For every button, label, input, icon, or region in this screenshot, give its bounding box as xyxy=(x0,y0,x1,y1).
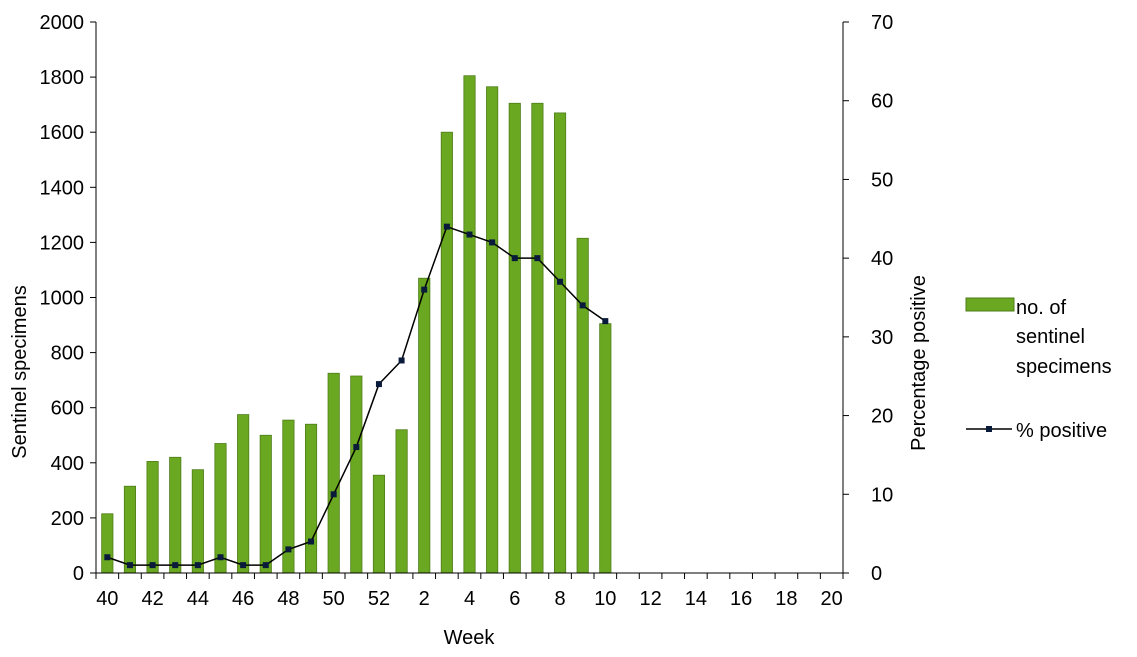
left-y-tick-label: 1000 xyxy=(40,288,85,310)
bar-specimens-week-41 xyxy=(123,485,137,574)
left-y-tick-label: 200 xyxy=(51,508,84,530)
legend-line-label: % positive xyxy=(1016,420,1107,442)
percent-positive-point-week-41 xyxy=(126,562,133,569)
percent-positive-point-week-46 xyxy=(240,562,247,569)
left-y-axis-label: Sentinel specimens xyxy=(9,285,31,458)
legend-line-marker xyxy=(986,426,992,432)
percent-positive-point-week-6 xyxy=(511,255,518,262)
percent-positive-point-week-48 xyxy=(285,546,292,553)
x-tick-label: 52 xyxy=(368,588,390,610)
bar-specimens-week-2 xyxy=(418,277,431,574)
bar-specimens-week-50 xyxy=(327,372,340,574)
legend: no. of sentinel specimens % positive xyxy=(965,297,1112,442)
left-y-tick-label: 1600 xyxy=(40,122,85,144)
percent-positive-point-week-43 xyxy=(172,562,179,569)
percent-positive-point-week-44 xyxy=(194,562,201,569)
right-y-tick-label: 20 xyxy=(871,406,893,428)
left-y-tick-label: 1800 xyxy=(40,67,85,89)
bar-specimens-week-51 xyxy=(350,375,363,574)
bars-layer xyxy=(101,75,612,574)
legend-bar-label-line-3: specimens xyxy=(1016,356,1112,378)
bar-specimens-week-9 xyxy=(576,237,589,574)
percent-positive-point-week-51 xyxy=(353,444,360,451)
percent-positive-point-week-8 xyxy=(557,278,564,285)
right-y-tick-label: 60 xyxy=(871,91,893,113)
percent-positive-point-week-47 xyxy=(262,562,269,569)
legend-bar-label-line-2: sentinel xyxy=(1016,326,1085,348)
left-y-tick-label: 600 xyxy=(51,398,84,420)
line-layer xyxy=(104,223,609,569)
right-y-tick-label: 50 xyxy=(871,169,893,191)
left-y-tick-label: 400 xyxy=(51,453,84,475)
bar-specimens-week-49 xyxy=(304,423,318,574)
left-y-tick-label: 800 xyxy=(51,343,84,365)
bar-specimens-week-4 xyxy=(463,75,476,574)
x-tick-label: 50 xyxy=(323,588,345,610)
x-tick-label: 16 xyxy=(730,588,752,610)
percent-positive-point-week-52 xyxy=(375,381,382,388)
bar-specimens-week-42 xyxy=(146,461,159,574)
x-tick-label: 18 xyxy=(775,588,797,610)
x-tick-label: 42 xyxy=(141,588,163,610)
x-tick-label: 2 xyxy=(419,588,430,610)
bar-specimens-week-43 xyxy=(169,456,182,574)
x-tick-label: 12 xyxy=(639,588,661,610)
bar-specimens-week-5 xyxy=(486,86,499,574)
percent-positive-point-week-53 xyxy=(398,357,405,364)
x-tick-label: 20 xyxy=(821,588,843,610)
ticks-layer: 0 200 400 600 800 1000 1200 1400 1600 1800 2000 0 10… xyxy=(40,12,894,610)
percent-positive-point-week-2 xyxy=(421,286,428,293)
x-tick-label: 4 xyxy=(464,588,475,610)
x-tick-label: 40 xyxy=(96,588,118,610)
bar-specimens-week-46 xyxy=(237,414,250,574)
left-y-tick-label: 0 xyxy=(73,563,84,585)
bar-specimens-week-52 xyxy=(372,474,386,574)
percent-positive-point-week-7 xyxy=(534,255,541,262)
left-y-tick-label: 2000 xyxy=(40,12,85,34)
x-tick-label: 44 xyxy=(187,588,209,610)
left-y-tick-label: 1400 xyxy=(40,177,85,199)
bar-specimens-week-40 xyxy=(101,513,114,574)
x-tick-label: 14 xyxy=(685,588,707,610)
x-tick-label: 8 xyxy=(554,588,565,610)
right-y-tick-label: 30 xyxy=(871,327,893,349)
x-tick-label: 10 xyxy=(594,588,616,610)
x-tick-label: 46 xyxy=(232,588,254,610)
bar-specimens-week-47 xyxy=(259,434,272,574)
bar-specimens-week-7 xyxy=(531,102,544,574)
bar-specimens-week-53 xyxy=(395,429,408,574)
bar-specimens-week-8 xyxy=(553,112,567,574)
x-tick-label: 48 xyxy=(277,588,299,610)
percent-positive-point-week-45 xyxy=(217,554,224,561)
percent-positive-point-week-4 xyxy=(466,231,473,238)
percent-positive-point-week-50 xyxy=(330,491,337,498)
percent-positive-point-week-49 xyxy=(308,538,315,545)
right-y-tick-label: 40 xyxy=(871,248,893,270)
bar-specimens-week-6 xyxy=(508,102,521,574)
right-y-tick-label: 70 xyxy=(871,12,893,34)
x-tick-label: 6 xyxy=(509,588,520,610)
x-axis-label: Week xyxy=(444,627,496,649)
percent-positive-point-week-10 xyxy=(602,318,609,325)
right-y-axis-label: Percentage positive xyxy=(908,275,930,451)
percent-positive-point-week-42 xyxy=(149,562,156,569)
bar-specimens-week-45 xyxy=(214,443,227,574)
percent-positive-point-week-40 xyxy=(104,554,111,561)
legend-bar-label-line-1: no. of xyxy=(1016,297,1066,319)
bar-specimens-week-10 xyxy=(599,323,612,574)
legend-bar-swatch xyxy=(965,297,1015,312)
right-y-tick-label: 10 xyxy=(871,484,893,506)
bar-specimens-week-3 xyxy=(440,131,453,574)
percent-positive-point-week-5 xyxy=(489,239,496,246)
percent-positive-point-week-9 xyxy=(579,302,586,309)
percent-positive-point-week-3 xyxy=(443,223,450,230)
right-y-tick-label: 0 xyxy=(871,563,882,585)
left-y-tick-label: 1200 xyxy=(40,232,85,254)
bar-specimens-week-44 xyxy=(191,469,204,574)
